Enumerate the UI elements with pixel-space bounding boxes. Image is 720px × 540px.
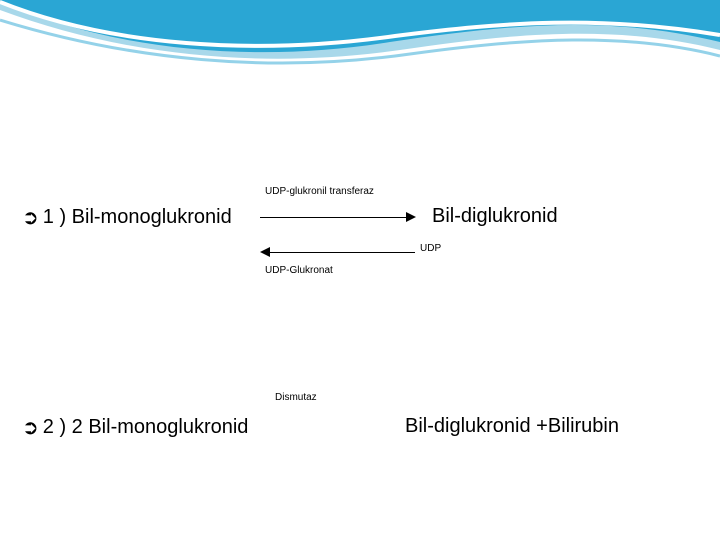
reaction2-left: ➲ 2 ) 2 Bil-monoglukronid	[22, 415, 248, 440]
arrow1-head-icon	[406, 212, 418, 222]
reaction2-right: Bil-diglukronid +Bilirubin	[405, 415, 619, 438]
enzyme2-label: Dismutaz	[275, 392, 317, 403]
reaction1-left: ➲ 1 ) Bil-monoglukronid	[22, 205, 232, 230]
slide-content: UDP-glukronil transferaz ➲ 1 ) Bil-monog…	[0, 0, 720, 540]
udp-label: UDP	[420, 243, 441, 254]
arrow2-head-icon	[260, 247, 272, 257]
reaction1-right: Bil-diglukronid	[432, 205, 558, 228]
enzyme1-label: UDP-glukronil transferaz	[265, 186, 374, 197]
bullet-icon: ➲	[22, 415, 39, 440]
reaction2-left-text: 2 ) 2 Bil-monoglukronid	[43, 416, 249, 439]
arrow2-line	[270, 252, 415, 253]
arrow1-line	[260, 217, 410, 218]
reaction1-left-text: 1 ) Bil-monoglukronid	[43, 206, 232, 229]
bullet-icon: ➲	[22, 205, 39, 230]
udp-glukronat-label: UDP-Glukronat	[265, 265, 333, 276]
